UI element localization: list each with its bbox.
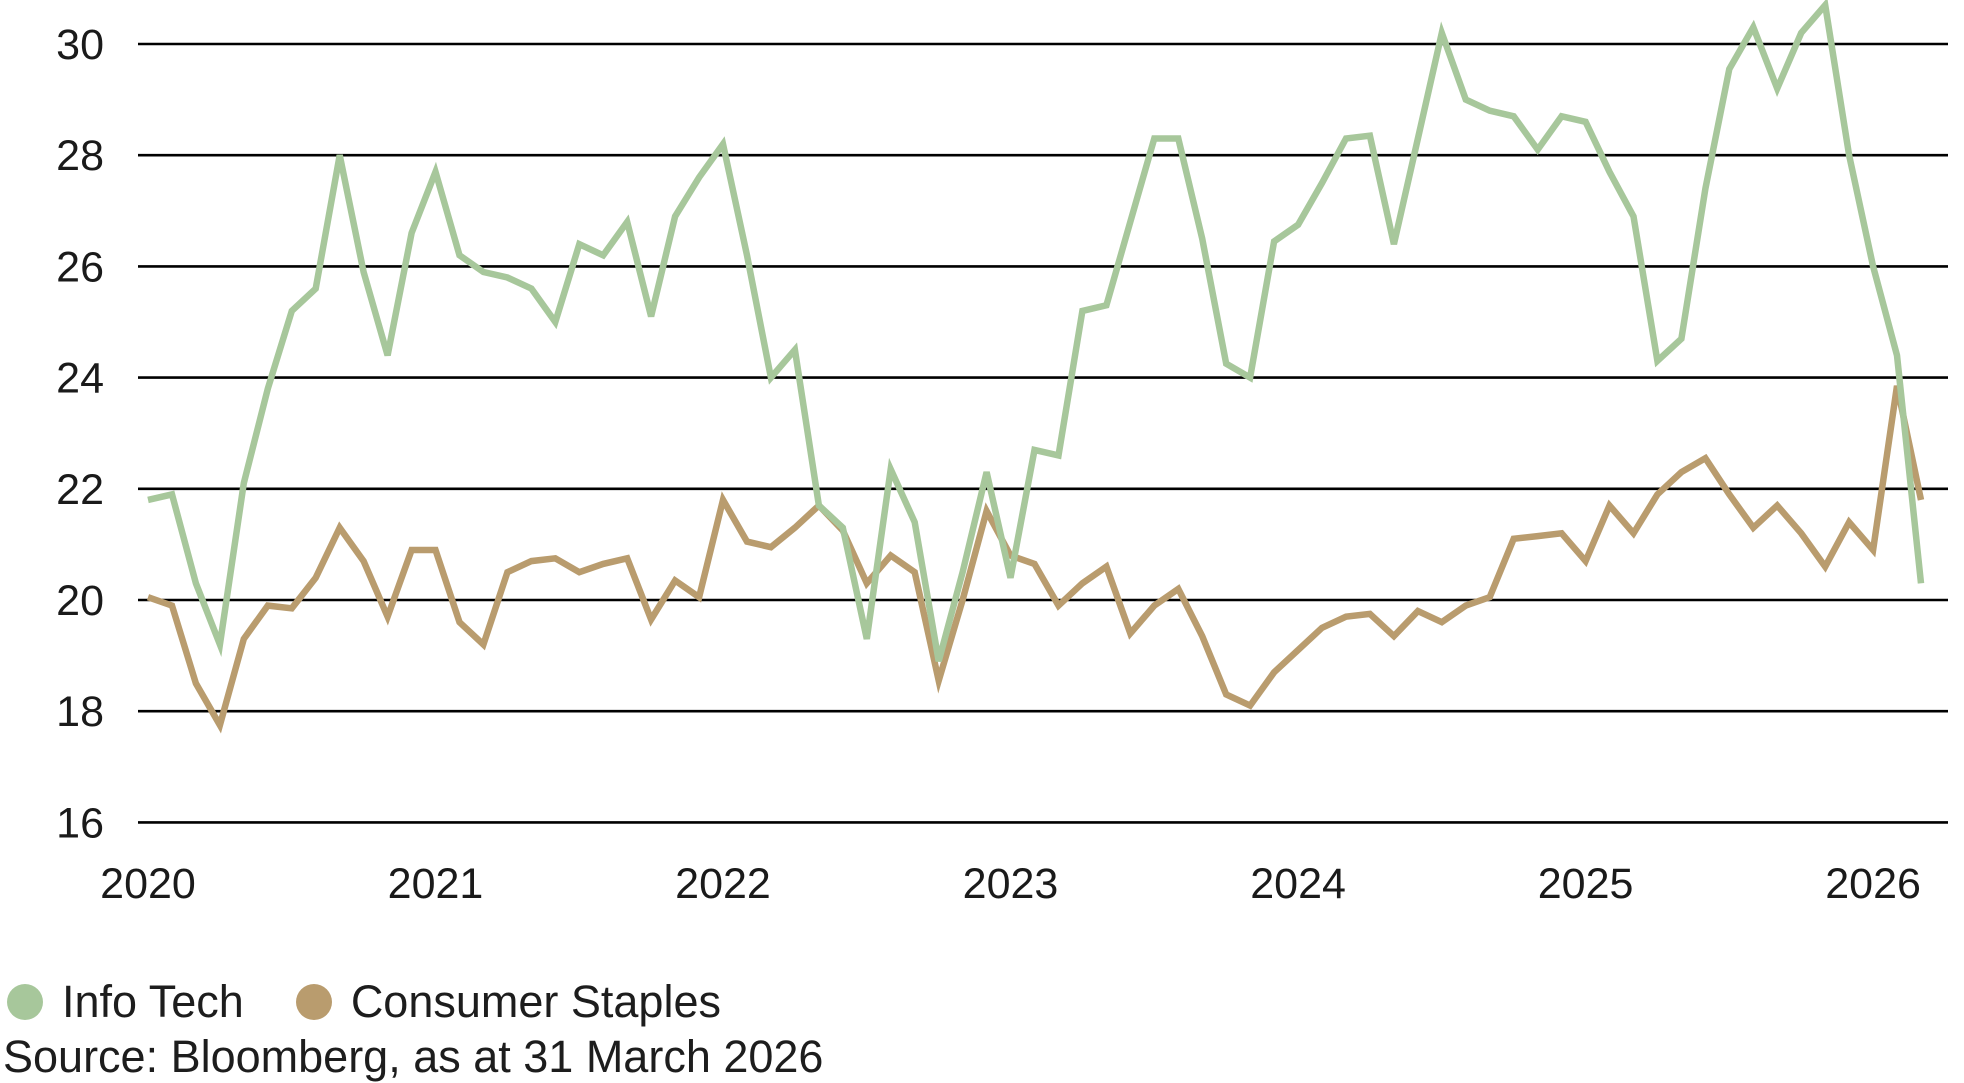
- y-tick-label-22: 22: [56, 466, 104, 514]
- y-tick-label-26: 26: [56, 243, 104, 291]
- x-tick-label-2022: 2022: [675, 860, 771, 908]
- x-tick-label-2020: 2020: [100, 860, 196, 908]
- x-axis-labels: 2020 2021 2022 2023 2024 2025 2026: [100, 860, 1921, 908]
- info-tech-line: [147, 0, 1925, 663]
- legend: Info Tech Consumer Staples: [7, 976, 773, 1028]
- source-note: Source: Bloomberg, as at 31 March 2026: [3, 1031, 824, 1082]
- x-tick-label-2025: 2025: [1538, 860, 1634, 908]
- x-tick-label-2024: 2024: [1250, 860, 1346, 908]
- consumer-staples-line: [146, 385, 1925, 734]
- x-tick-label-2023: 2023: [963, 860, 1059, 908]
- y-tick-label-18: 18: [56, 688, 104, 736]
- y-tick-label-30: 30: [56, 21, 104, 69]
- gridlines: [138, 42, 1948, 824]
- x-tick-label-2026: 2026: [1825, 860, 1921, 908]
- consumer-staples-legend-dot-icon: [295, 984, 332, 1020]
- legend-item-info-tech: Info Tech: [7, 976, 244, 1028]
- legend-item-consumer-staples: Consumer Staples: [295, 976, 721, 1028]
- info-tech-legend-label: Info Tech: [62, 976, 244, 1027]
- y-tick-label-28: 28: [56, 132, 104, 180]
- y-tick-label-20: 20: [56, 577, 104, 625]
- y-tick-label-16: 16: [56, 799, 104, 847]
- consumer-staples-legend-label: Consumer Staples: [350, 976, 721, 1027]
- y-axis-labels: 30 28 26 24 22 20 18 16: [56, 21, 104, 847]
- x-tick-label-2021: 2021: [388, 860, 484, 908]
- y-tick-label-24: 24: [56, 355, 104, 403]
- info-tech-legend-dot-icon: [7, 984, 43, 1020]
